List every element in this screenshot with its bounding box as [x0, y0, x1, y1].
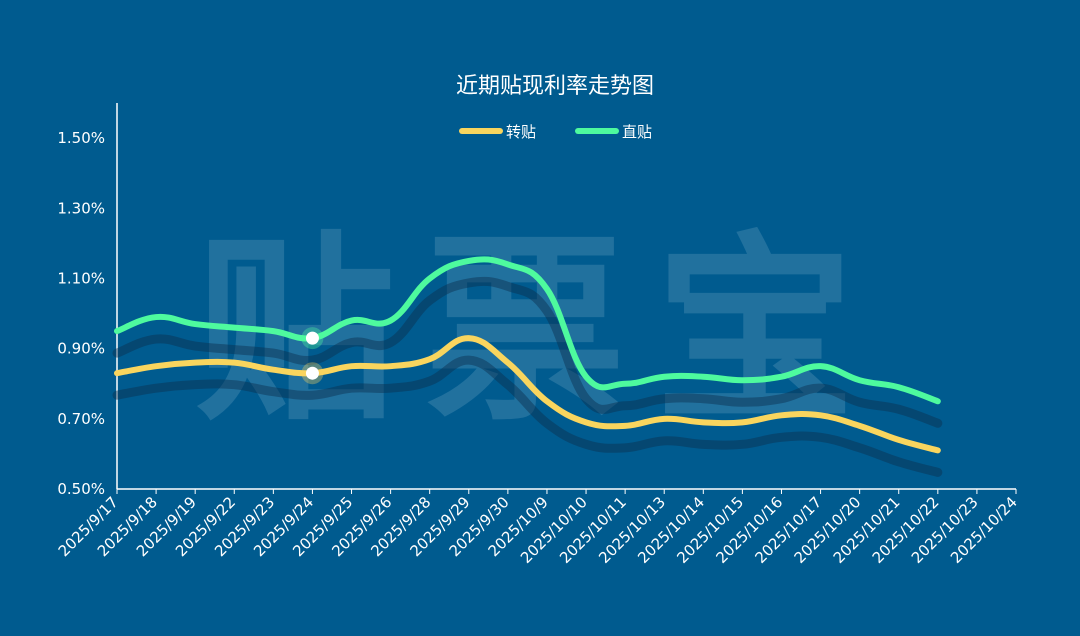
- series-shadow: [112, 355, 943, 477]
- series-lines: [114, 256, 941, 454]
- legend: 转贴 直贴: [459, 123, 652, 141]
- legend-label: 直贴: [622, 123, 652, 141]
- watermark: 贴票宝: [195, 215, 885, 448]
- series-shadow: [112, 276, 943, 428]
- y-tick-label: 1.10%: [57, 269, 105, 287]
- y-tick-label: 1.50%: [57, 129, 105, 147]
- series-shadows: [112, 276, 943, 477]
- series-line-0: [114, 335, 941, 454]
- legend-label: 转贴: [506, 123, 536, 141]
- y-tick-label: 0.90%: [57, 340, 105, 358]
- highlight-point[interactable]: [305, 366, 319, 380]
- x-axis: 2025/9/172025/9/182025/9/192025/9/222025…: [55, 488, 1021, 567]
- y-axis: 0.50% 0.70% 0.90% 1.10% 1.30% 1.50%: [57, 103, 118, 498]
- highlight-markers: [301, 327, 324, 385]
- y-tick-label: 0.70%: [57, 410, 105, 428]
- series-line-1: [114, 256, 941, 405]
- y-tick-label: 1.30%: [57, 199, 105, 217]
- y-tick-label: 0.50%: [57, 480, 105, 498]
- highlight-point[interactable]: [305, 331, 319, 345]
- chart-title: 近期贴现利率走势图: [456, 74, 654, 99]
